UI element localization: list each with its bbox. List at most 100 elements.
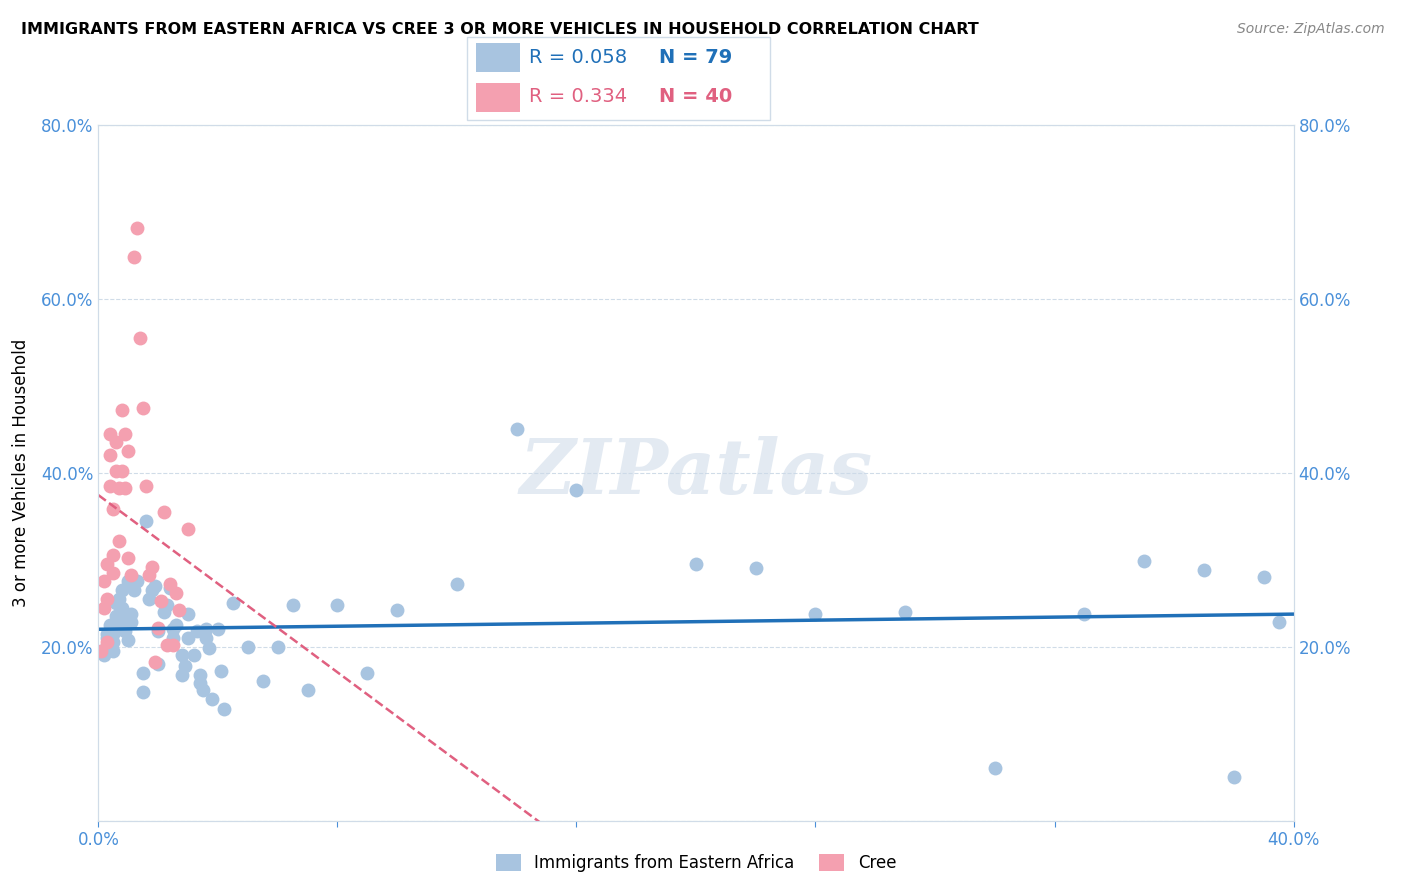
Point [209, 664, 232, 678]
Point [111, 600, 134, 615]
Point [100, 623, 122, 637]
Point [108, 591, 131, 606]
Point [141, 559, 163, 574]
Point [685, 557, 707, 571]
Point [162, 631, 184, 645]
Point [894, 605, 917, 619]
Point [153, 505, 176, 519]
Text: Source: ZipAtlas.com: Source: ZipAtlas.com [1237, 22, 1385, 37]
Point [177, 522, 200, 536]
Point [135, 479, 157, 493]
Point [111, 583, 134, 598]
Point [506, 422, 529, 436]
Point [90, 644, 112, 658]
Point [103, 549, 125, 563]
Point [129, 331, 152, 345]
Point [120, 568, 142, 582]
Point [207, 623, 229, 637]
Point [90, 644, 112, 658]
Point [124, 583, 146, 598]
Point [804, 607, 827, 621]
Point [297, 683, 319, 698]
Point [117, 632, 139, 647]
Point [100, 618, 122, 632]
Point [1253, 570, 1275, 584]
Point [103, 644, 125, 658]
Point [114, 609, 136, 624]
FancyBboxPatch shape [477, 44, 520, 72]
Point [281, 598, 304, 612]
Point [143, 579, 166, 593]
Point [117, 551, 139, 566]
Point [96, 635, 118, 649]
Point [103, 566, 125, 580]
Point [1223, 770, 1246, 784]
Text: IMMIGRANTS FROM EASTERN AFRICA VS CREE 3 OR MORE VEHICLES IN HOUSEHOLD CORRELATI: IMMIGRANTS FROM EASTERN AFRICA VS CREE 3… [21, 22, 979, 37]
Point [565, 483, 588, 497]
Y-axis label: 3 or more Vehicles in Household: 3 or more Vehicles in Household [11, 339, 30, 607]
Text: N = 79: N = 79 [659, 48, 733, 67]
Point [252, 674, 274, 689]
Point [124, 250, 146, 264]
Point [159, 581, 181, 595]
Point [177, 631, 200, 645]
Point [108, 533, 131, 548]
Point [117, 444, 139, 458]
Point [93, 600, 115, 615]
Point [165, 586, 187, 600]
Point [117, 574, 139, 589]
Point [198, 641, 221, 656]
Point [141, 583, 163, 598]
Point [120, 607, 142, 621]
Point [96, 557, 118, 571]
Point [127, 220, 149, 235]
Point [156, 598, 179, 612]
Point [984, 761, 1007, 775]
Point [267, 640, 290, 654]
Point [105, 609, 128, 624]
Point [114, 426, 136, 441]
Point [172, 648, 194, 663]
Point [177, 607, 200, 621]
Point [156, 638, 179, 652]
Text: ZIPatlas: ZIPatlas [519, 436, 873, 509]
Point [148, 657, 170, 671]
Point [132, 401, 155, 415]
Point [212, 702, 235, 716]
Point [148, 624, 170, 638]
Point [127, 574, 149, 589]
Point [138, 591, 160, 606]
Point [174, 658, 197, 673]
Point [111, 464, 134, 478]
Point [148, 621, 170, 635]
Point [1133, 554, 1156, 568]
Point [1267, 615, 1289, 630]
Point [105, 596, 128, 610]
Text: N = 40: N = 40 [659, 87, 733, 106]
Point [222, 596, 245, 610]
Point [120, 615, 142, 630]
Point [105, 618, 128, 632]
Point [93, 648, 115, 663]
Point [183, 648, 205, 663]
Point [162, 638, 184, 652]
Point [159, 577, 181, 591]
Point [195, 623, 218, 637]
Point [172, 667, 194, 681]
Text: R = 0.334: R = 0.334 [529, 87, 627, 106]
Point [108, 618, 131, 632]
Point [162, 623, 184, 637]
Point [103, 635, 125, 649]
Point [105, 435, 128, 450]
Point [93, 574, 115, 589]
Point [356, 665, 378, 680]
Point [135, 514, 157, 528]
Point [103, 502, 125, 516]
Point [96, 591, 118, 606]
Point [188, 676, 211, 690]
Point [186, 624, 208, 638]
Point [100, 448, 122, 462]
FancyBboxPatch shape [477, 83, 520, 112]
Point [150, 594, 173, 608]
Point [132, 665, 155, 680]
